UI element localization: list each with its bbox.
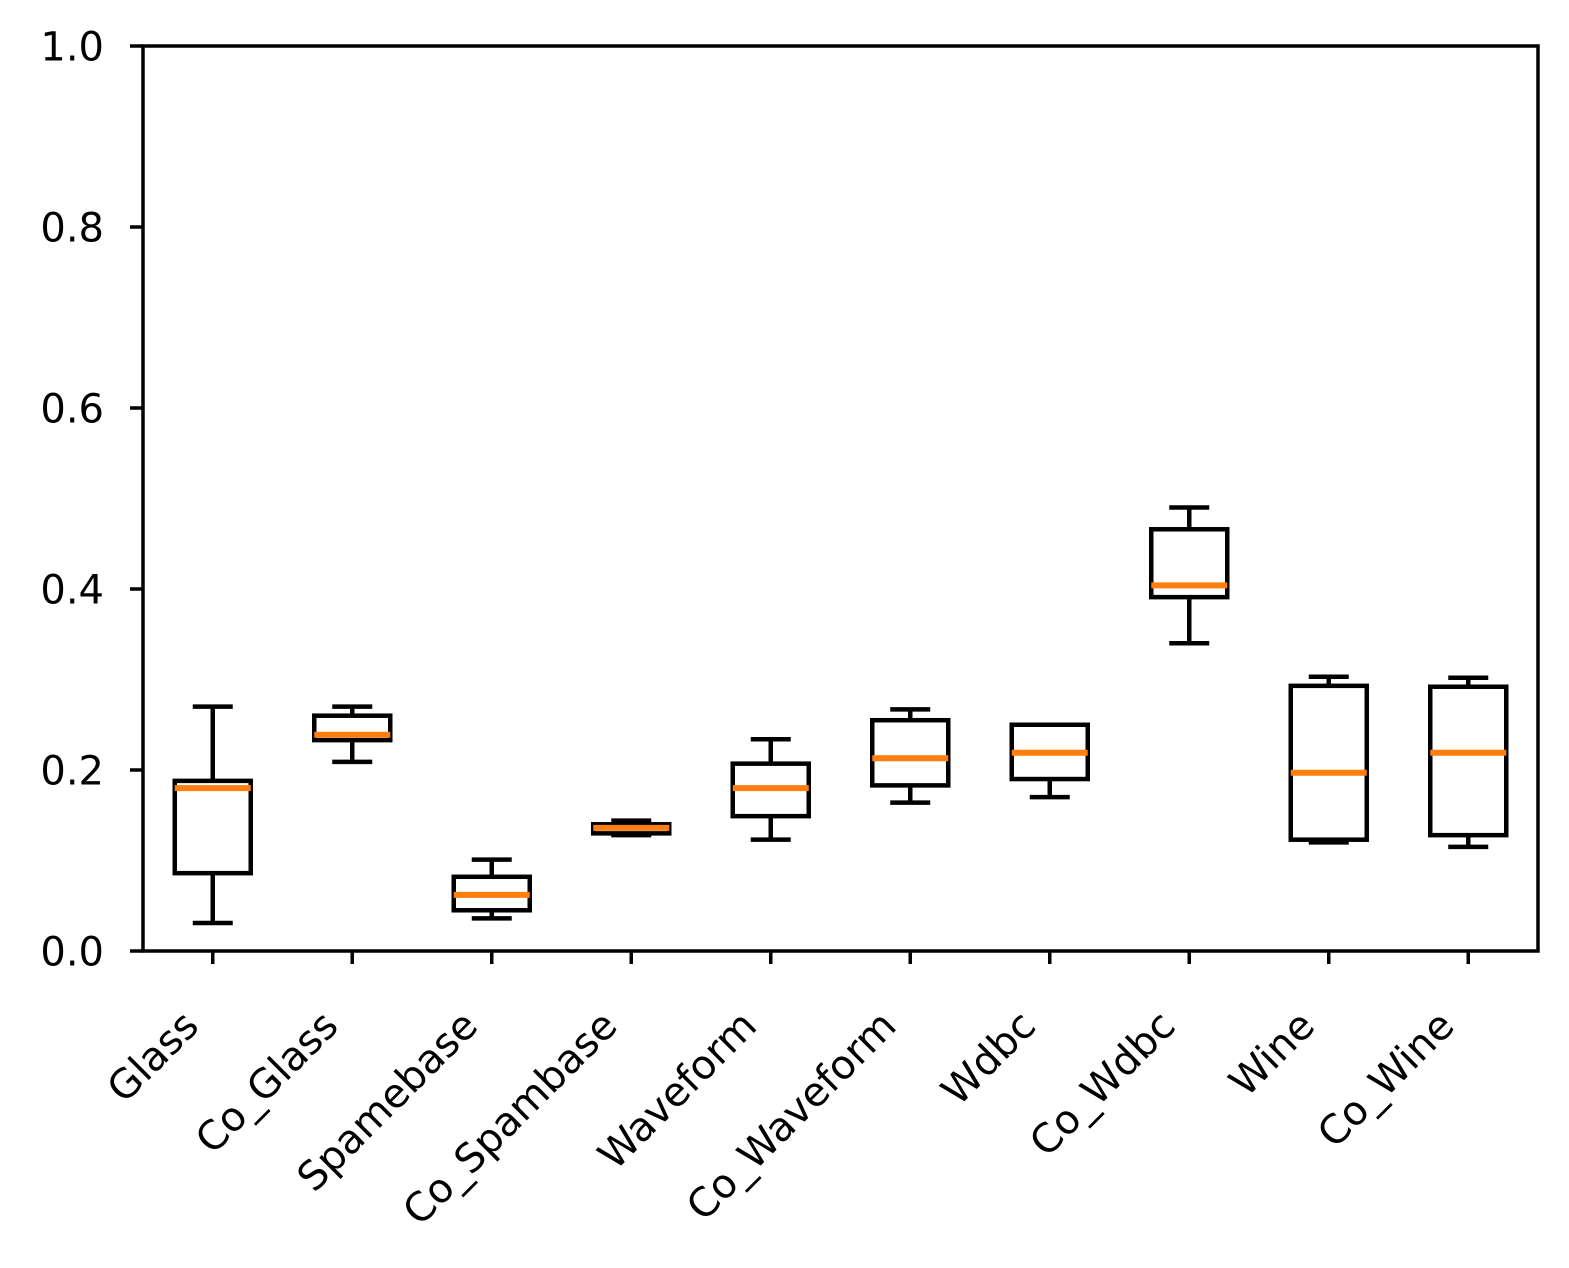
y-tick-label: 0.4: [40, 567, 104, 613]
iqr-box: [1288, 683, 1369, 842]
iqr-box: [172, 778, 253, 876]
x-tick-label: Co_Wine: [1309, 1003, 1463, 1157]
x-tick-label: Co_Wdbc: [1021, 1003, 1184, 1166]
y-tick-label: 0.0: [40, 929, 104, 975]
y-tick-label: 0.6: [40, 386, 104, 432]
iqr-box: [1428, 684, 1509, 838]
y-tick-label: 0.8: [40, 205, 104, 251]
axes-frame: [141, 44, 1540, 953]
iqr-box: [870, 717, 951, 788]
y-tick-label: 0.2: [40, 748, 104, 794]
x-tick-label: Glass: [99, 1003, 208, 1112]
y-tick-label: 1.0: [40, 24, 104, 70]
x-tick-label: Wine: [1221, 1003, 1324, 1106]
x-tick-label: Wdbc: [933, 1003, 1045, 1115]
